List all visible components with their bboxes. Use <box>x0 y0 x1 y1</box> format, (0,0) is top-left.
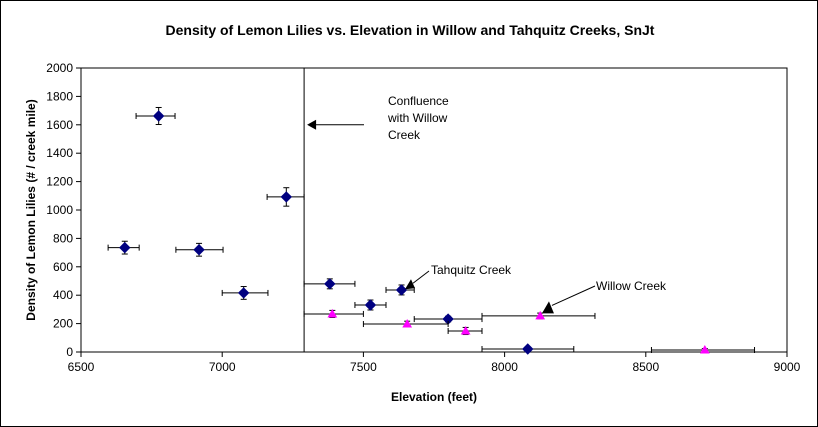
y-tick-label: 2000 <box>46 61 73 75</box>
willow-data-point <box>460 325 471 335</box>
willow-data-point <box>699 345 710 354</box>
x-tick-label: 9000 <box>774 360 801 374</box>
tahquitz-data-point <box>237 287 250 299</box>
tahquitz-data-point <box>193 244 205 256</box>
y-tick-label: 1000 <box>46 203 73 217</box>
confluence-annotation: Creek <box>388 128 421 142</box>
x-tick-label: 7000 <box>209 360 236 374</box>
y-tick-label: 1600 <box>46 118 73 132</box>
tahquitz-data-point <box>324 278 336 290</box>
y-tick-label: 1200 <box>46 175 73 189</box>
x-tick-label: 7500 <box>350 360 377 374</box>
confluence-annotation: with Willow <box>387 111 448 125</box>
willow-arrow-line <box>551 285 596 306</box>
tahquitz-annotation: Tahquitz Creek <box>431 263 512 277</box>
y-tick-label: 1400 <box>46 146 73 160</box>
x-tick-label: 8000 <box>491 360 518 374</box>
willow-data-point <box>535 310 546 320</box>
tahquitz-data-point <box>395 284 408 296</box>
tahquitz-arrowhead <box>404 279 415 290</box>
tahquitz-data-point <box>280 191 293 203</box>
y-tick-label: 600 <box>53 260 73 274</box>
willow-data-point <box>327 308 338 318</box>
y-axis-label: Density of Lemon Lilies (# / creek mile) <box>24 99 38 320</box>
willow-arrowhead <box>541 301 554 314</box>
x-tick-label: 8500 <box>632 360 659 374</box>
y-tick-label: 800 <box>53 231 73 245</box>
willow-annotation: Willow Creek <box>596 279 667 293</box>
x-tick-label: 6500 <box>68 360 95 374</box>
y-tick-label: 200 <box>53 317 73 331</box>
tahquitz-arrow-line <box>412 270 430 284</box>
tahquitz-data-point <box>364 299 377 311</box>
chart-title: Density of Lemon Lilies vs. Elevation in… <box>166 22 655 38</box>
tahquitz-data-point <box>522 343 534 355</box>
y-tick-label: 1800 <box>46 89 73 103</box>
confluence-arrowhead <box>307 119 317 130</box>
x-axis-label: Elevation (feet) <box>391 390 477 404</box>
tahquitz-data-point <box>119 241 131 254</box>
y-tick-label: 0 <box>66 345 73 359</box>
y-tick-label: 400 <box>53 288 73 302</box>
confluence-annotation: Confluence <box>388 94 449 108</box>
willow-data-point <box>402 319 413 328</box>
tahquitz-data-point <box>152 110 165 122</box>
